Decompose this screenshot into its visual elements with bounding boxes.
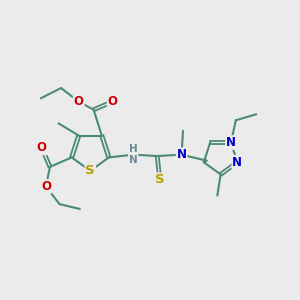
Text: O: O [108,95,118,108]
Text: O: O [37,141,47,154]
Text: S: S [85,164,95,177]
Text: O: O [41,180,51,193]
Text: N: N [232,156,242,169]
Text: N: N [177,148,187,161]
Text: H
N: H N [129,144,138,166]
Text: O: O [74,95,84,108]
Text: N: N [226,136,236,149]
Text: S: S [155,173,165,186]
